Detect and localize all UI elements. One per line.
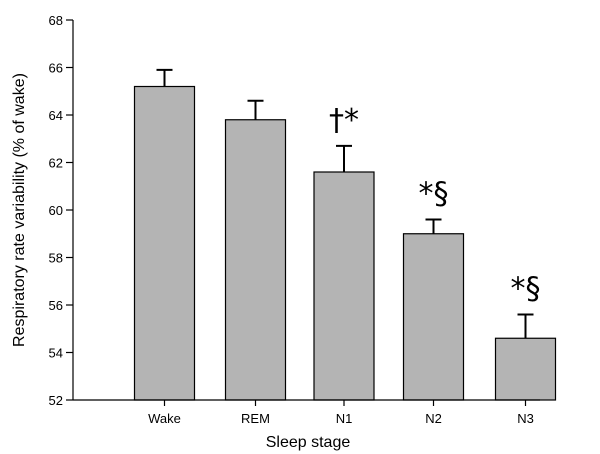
y-axis: 52 54 56 58 60 62 64 66 68 (49, 13, 74, 408)
bar-rem (224, 119, 287, 401)
y-tick-label: 56 (49, 298, 63, 313)
x-tick-label: N3 (517, 411, 534, 426)
bar-n3 (494, 337, 557, 401)
significance-marker-n3: *§ (511, 272, 541, 307)
y-tick-label: 52 (49, 393, 63, 408)
y-tick-label: 66 (49, 61, 63, 76)
annotations-layer: †* *§ *§ (329, 103, 541, 307)
y-tick-label: 60 (49, 203, 63, 218)
y-axis-title: Respiratory rate variability (% of wake) (11, 73, 28, 347)
x-tick-label: REM (241, 411, 270, 426)
y-tick-label: 62 (49, 156, 63, 171)
y-tick-label: 58 (49, 251, 63, 266)
x-axis: Wake REM N1 N2 N3 (73, 399, 540, 426)
bar-wake (133, 85, 196, 401)
bar-n2 (402, 233, 465, 401)
x-tick-label: N1 (336, 411, 353, 426)
significance-marker-n2: *§ (419, 177, 449, 212)
y-tick-label: 54 (49, 346, 63, 361)
y-tick-label: 64 (49, 108, 63, 123)
x-tick-label: N2 (425, 411, 442, 426)
bar-n1 (313, 171, 375, 401)
x-axis-title: Sleep stage (266, 434, 351, 451)
x-tick-label: Wake (148, 411, 181, 426)
error-bars-layer (156, 68, 534, 339)
significance-marker-n1: †* (329, 103, 359, 138)
y-tick-label: 68 (49, 13, 63, 28)
